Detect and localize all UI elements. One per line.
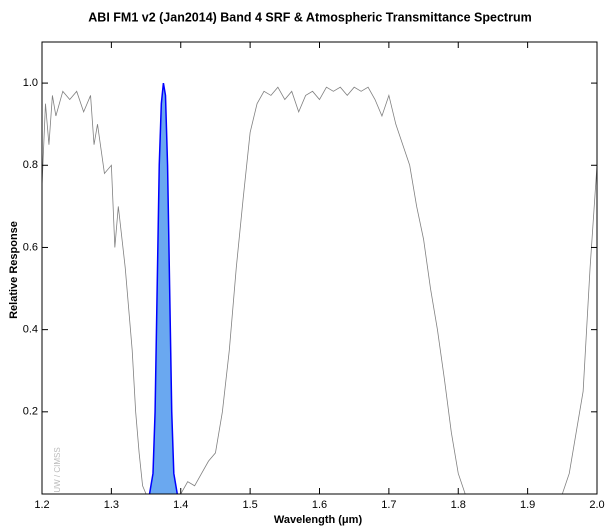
x-tick-label: 1.6 — [312, 499, 327, 511]
x-tick-label: 1.9 — [520, 499, 535, 511]
x-tick-label: 1.5 — [242, 499, 257, 511]
area — [149, 83, 178, 494]
y-tick-label: 1.0 — [23, 77, 38, 89]
y-axis-label: Relative Response — [8, 221, 20, 319]
x-tick-label: 1.8 — [451, 499, 466, 511]
x-tick-label: 1.7 — [381, 499, 396, 511]
line — [41, 86, 598, 495]
y-tick-label: 0.2 — [23, 406, 38, 418]
y-tick-label: 0.8 — [23, 159, 38, 171]
x-axis-label: Wavelength (μm) — [274, 514, 363, 526]
line — [148, 82, 179, 495]
watermark: UW / CIMSS — [53, 447, 62, 492]
y-tick-label: 0.6 — [23, 241, 38, 253]
x-tick-label: 1.4 — [173, 499, 188, 511]
y-tick-label: 0.4 — [23, 324, 38, 336]
x-tick-label: 2.0 — [589, 499, 604, 511]
x-tick-label: 1.2 — [34, 499, 49, 511]
x-tick-label: 1.3 — [104, 499, 119, 511]
chart-title: ABI FM1 v2 (Jan2014) Band 4 SRF & Atmosp… — [88, 10, 531, 24]
